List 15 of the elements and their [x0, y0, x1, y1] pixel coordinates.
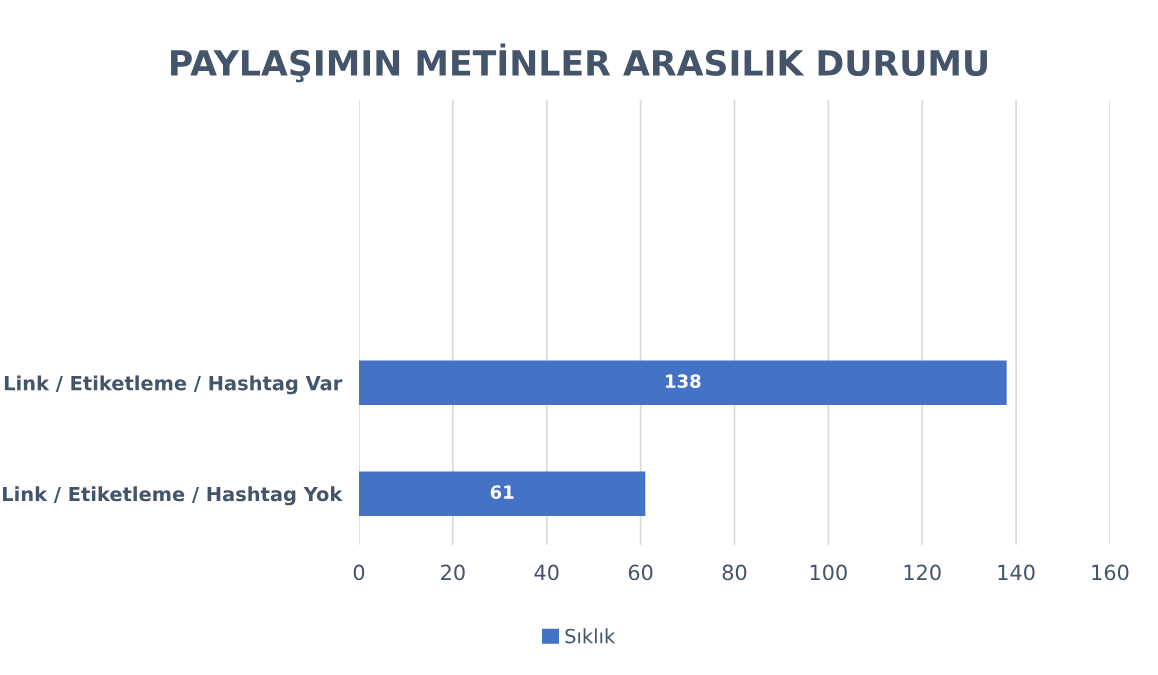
x-tick-label: 100	[810, 564, 847, 581]
y-tick-label: Link / Etiketleme / Hashtag Var	[4, 375, 343, 395]
x-tick-label: 80	[722, 564, 747, 581]
x-tick-label: 140	[998, 564, 1035, 581]
x-tick-label: 0	[353, 564, 365, 581]
legend-label: Sıklık	[565, 628, 616, 644]
x-tick-label: 160	[1092, 564, 1129, 581]
chart-title: PAYLAŞIMIN METİNLER ARASILIK DURUMU	[171, 43, 987, 83]
x-tick-label: 60	[628, 564, 653, 581]
x-tick-label: 20	[441, 564, 465, 581]
x-tick-label: 40	[534, 564, 559, 581]
data-label: 138	[666, 374, 701, 389]
y-tick-label: Link / Etiketleme / Hashtag Yok	[3, 486, 343, 506]
x-tick-label: 120	[904, 564, 941, 581]
data-label: 61	[490, 485, 514, 499]
